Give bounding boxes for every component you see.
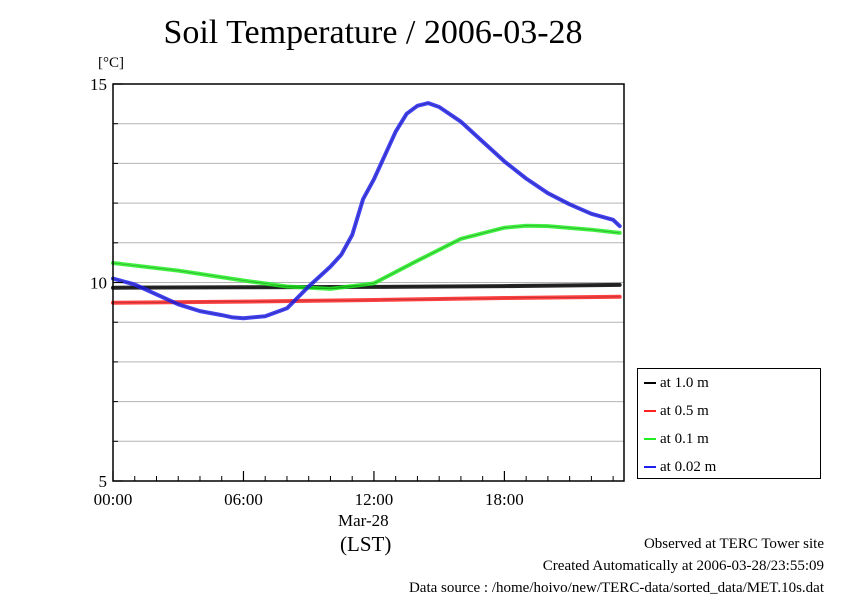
legend-label-1m: at 1.0 m (660, 375, 709, 391)
footer-created-time: Created Automatically at 2006-03-28/23:5… (542, 558, 824, 574)
x-tick-label-18: 18:00 (485, 490, 524, 509)
series-line-core-0 (112, 284, 620, 289)
footer-observed-site: Observed at TERC Tower site (643, 536, 824, 552)
legend-swatch-0-1m (644, 437, 656, 440)
legend-label-0-5m: at 0.5 m (660, 403, 709, 419)
legend-swatch-0-5m (644, 409, 656, 412)
series-line-core-2 (112, 225, 620, 290)
legend-item-0-5m: at 0.5 m (644, 399, 709, 423)
x-tick-label-6: 06:00 (224, 490, 263, 509)
legend: at 1.0 m at 0.5 m at 0.1 m at 0.02 m (637, 368, 821, 479)
legend-item-0-02m: at 0.02 m (644, 455, 716, 479)
x-tick-label-12: 12:00 (355, 490, 394, 509)
legend-swatch-1m (644, 381, 656, 384)
legend-label-0-02m: at 0.02 m (660, 459, 717, 475)
x-axis-timezone-label: (LST) (340, 532, 392, 556)
legend-item-1m: at 1.0 m (644, 371, 709, 395)
y-tick-label-10: 10 (90, 274, 107, 293)
x-tick-label-0: 00:00 (94, 490, 133, 509)
series-line-2 (111, 223, 622, 291)
series-lines (111, 101, 622, 321)
series-line-1 (111, 294, 622, 305)
legend-item-0-1m: at 0.1 m (644, 427, 709, 451)
series-line-0 (111, 282, 622, 290)
legend-label-0-1m: at 0.1 m (660, 431, 709, 447)
grid-lines (113, 123, 624, 442)
series-line-3 (111, 101, 622, 321)
y-tick-label-15: 15 (90, 75, 107, 94)
y-axis-unit: [°C] (98, 55, 124, 71)
series-line-core-1 (112, 296, 620, 304)
series-line-core-3 (112, 102, 620, 319)
legend-swatch-0-02m (644, 465, 656, 468)
chart-title: Soil Temperature / 2006-03-28 (163, 14, 583, 51)
axis-ticks: 5 10 15 00:00 06:00 12:00 18:00 (90, 75, 614, 509)
footer-data-source: Data source : /home/hoivo/new/TERC-data/… (408, 580, 824, 596)
y-tick-label-5: 5 (99, 472, 108, 491)
x-axis-date-label: Mar-28 (338, 511, 389, 530)
